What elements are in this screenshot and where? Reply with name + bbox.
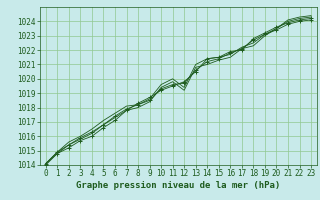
X-axis label: Graphe pression niveau de la mer (hPa): Graphe pression niveau de la mer (hPa): [76, 181, 281, 190]
